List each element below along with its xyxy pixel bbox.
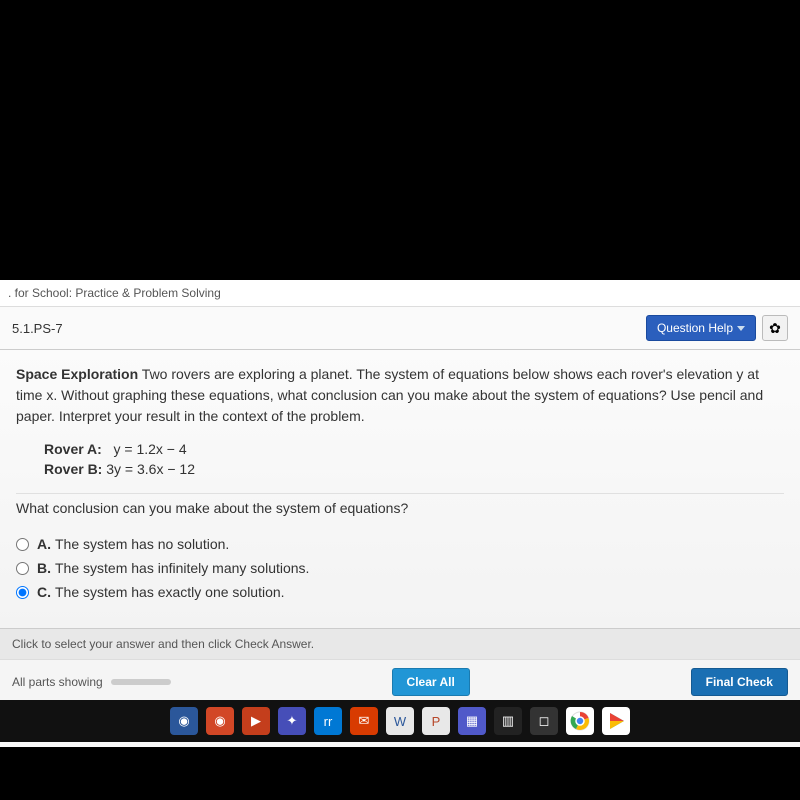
equations-block: Rover A: y = 1.2x − 4 Rover B: 3y = 3.6x… [16, 427, 784, 487]
rover-b-row: Rover B: 3y = 3.6x − 12 [44, 459, 784, 479]
option-c-radio[interactable] [16, 586, 29, 599]
progress-slider[interactable] [111, 679, 171, 685]
clear-all-button[interactable]: Clear All [392, 668, 470, 696]
option-a-radio[interactable] [16, 538, 29, 551]
rover-a-row: Rover A: y = 1.2x − 4 [44, 439, 784, 459]
breadcrumb: . for School: Practice & Problem Solving [0, 280, 800, 307]
taskbar-icon[interactable]: ▥ [494, 707, 522, 735]
taskbar-icon[interactable]: rr [314, 707, 342, 735]
parts-indicator: All parts showing [12, 675, 171, 689]
option-b[interactable]: B. The system has infinitely many soluti… [16, 556, 784, 580]
option-c-letter: C. [37, 584, 51, 600]
question-help-button[interactable]: Question Help [646, 315, 756, 341]
option-b-letter: B. [37, 560, 51, 576]
chevron-down-icon [737, 326, 745, 331]
taskbar-icon[interactable]: ✦ [278, 707, 306, 735]
play-icon[interactable] [602, 707, 630, 735]
option-a[interactable]: A. The system has no solution. [16, 532, 784, 556]
question-id: 5.1.PS-7 [12, 321, 63, 336]
taskbar-icon[interactable]: P [422, 707, 450, 735]
taskbar-icon[interactable]: ◉ [170, 707, 198, 735]
option-c-text: The system has exactly one solution. [55, 584, 285, 600]
option-a-text: The system has no solution. [55, 536, 229, 552]
question-header: 5.1.PS-7 Question Help ✿ [0, 307, 800, 350]
options-group: A. The system has no solution. B. The sy… [16, 528, 784, 614]
chrome-icon[interactable] [566, 707, 594, 735]
rover-b-label: Rover B: [44, 461, 102, 477]
os-taskbar: ◉ ◉ ▶ ✦ rr ✉ W P ▦ ▥ ◻ [0, 700, 800, 742]
rover-a-label: Rover A: [44, 441, 102, 457]
option-b-text: The system has infinitely many solutions… [55, 560, 309, 576]
instruction-bar: Click to select your answer and then cli… [0, 628, 800, 659]
help-controls: Question Help ✿ [646, 315, 788, 341]
taskbar-icon[interactable]: ◻ [530, 707, 558, 735]
gear-icon[interactable]: ✿ [762, 315, 788, 341]
rover-a-equation: y = 1.2x − 4 [114, 441, 187, 457]
taskbar-icon[interactable]: ▶ [242, 707, 270, 735]
help-label: Question Help [657, 321, 733, 335]
app-window: . for School: Practice & Problem Solving… [0, 280, 800, 747]
option-c[interactable]: C. The system has exactly one solution. [16, 580, 784, 604]
rover-b-equation: 3y = 3.6x − 12 [106, 461, 195, 477]
sub-question: What conclusion can you make about the s… [16, 493, 784, 528]
prompt-lead: Space Exploration [16, 366, 138, 382]
final-check-button[interactable]: Final Check [691, 668, 788, 696]
taskbar-icon[interactable]: ✉ [350, 707, 378, 735]
taskbar-icon[interactable]: ◉ [206, 707, 234, 735]
action-bar: All parts showing Clear All Final Check [0, 659, 800, 704]
taskbar-icon[interactable]: W [386, 707, 414, 735]
question-prompt: Space Exploration Two rovers are explori… [16, 364, 784, 427]
question-content: Space Exploration Two rovers are explori… [0, 350, 800, 628]
option-b-radio[interactable] [16, 562, 29, 575]
taskbar-icon[interactable]: ▦ [458, 707, 486, 735]
parts-label: All parts showing [12, 675, 103, 689]
option-a-letter: A. [37, 536, 51, 552]
